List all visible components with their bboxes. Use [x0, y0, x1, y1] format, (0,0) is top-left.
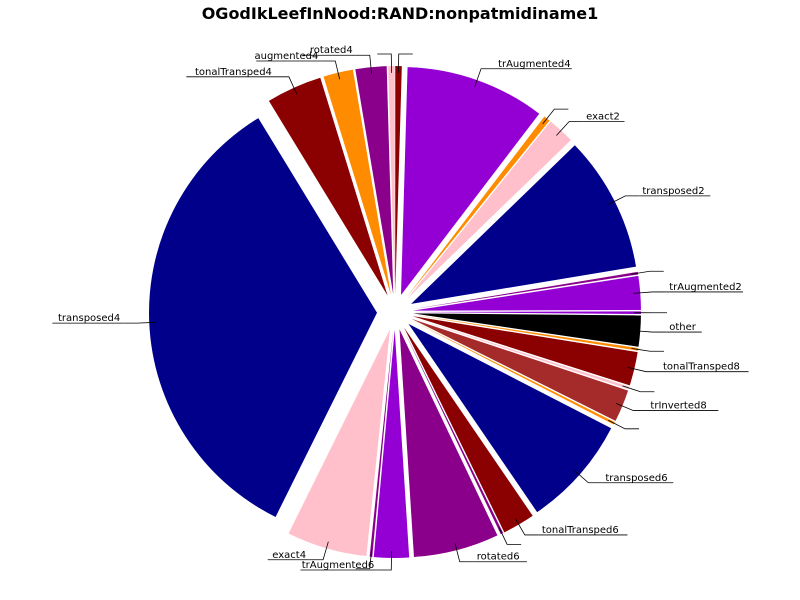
- pie-slice-6: [369, 329, 394, 557]
- leader-line-tonalTransped6: [515, 518, 539, 536]
- pie-slice-transposed2: [411, 145, 637, 304]
- slice-label-other: other: [669, 322, 697, 333]
- slice-label-trAugmented4: trAugmented4: [498, 59, 571, 70]
- leader-line-augmented4: [321, 60, 341, 80]
- pie-slice-14: [412, 317, 630, 390]
- leader-line-trAugmented4: [474, 68, 496, 87]
- leader-line-rotated4: [355, 54, 372, 75]
- slice-label-transposed2: transposed2: [642, 186, 704, 197]
- pie-slice-rotated6: [399, 329, 498, 557]
- leader-line-25: [398, 53, 413, 73]
- slice-label-tonalTransped8: tonalTransped8: [663, 362, 740, 373]
- slice-label-trInverted8: trInverted8: [650, 401, 706, 412]
- slice-label-transposed6: transposed6: [605, 473, 667, 484]
- pie-slice-trAugmented6: [373, 329, 410, 558]
- leader-line-transposed6: [573, 470, 603, 484]
- leader-line-0: [377, 53, 392, 73]
- pie-slice-tonalTransped6: [404, 327, 533, 533]
- pie-slice-18: [412, 311, 641, 315]
- leader-line-14: [622, 385, 655, 393]
- pie-slice-exact4: [288, 329, 390, 557]
- slice-label-exact4: exact4: [272, 550, 306, 561]
- pie-slice-25: [395, 66, 402, 295]
- leader-line-transposed4: [123, 321, 157, 324]
- leader-line-23: [542, 108, 569, 125]
- pie-slice-23: [406, 116, 550, 298]
- leader-line-tonalTransped4: [274, 76, 298, 95]
- leader-line-12: [608, 419, 640, 430]
- slice-label-tonalTransped4: tonalTransped4: [195, 67, 272, 78]
- slice-label-transposed4: transposed4: [58, 313, 120, 324]
- pie-slice-tonalTransped8: [412, 316, 638, 386]
- pie-slice-16: [412, 314, 639, 351]
- pie-slice-transposed4: [149, 118, 378, 517]
- leader-line-6: [355, 549, 372, 570]
- slice-label-rotated4: rotated4: [310, 45, 353, 56]
- leader-line-trInverted8: [615, 402, 648, 411]
- leader-line-trAugmented2: [633, 291, 667, 294]
- leader-line-trAugmented6: [377, 551, 392, 571]
- leader-line-transposed2: [608, 195, 640, 205]
- pie-slice-rotated4: [355, 66, 394, 295]
- pie-slice-9: [402, 328, 504, 535]
- pie-slice-20: [412, 271, 639, 310]
- chart-title: OGodIkLeefInNood:RAND:nonpatmidiname1: [202, 4, 599, 23]
- leader-line-16: [631, 347, 664, 352]
- label-leader-lines: [52, 53, 749, 571]
- slice-label-augmented4: augmented4: [254, 51, 318, 62]
- slice-label-trAugmented2: trAugmented2: [669, 282, 742, 293]
- leader-line-tonalTransped8: [627, 366, 661, 373]
- pie-slice-trAugmented2: [412, 275, 641, 311]
- pie-slice-exact2: [407, 121, 571, 299]
- pie-slice-tonalTransped4: [268, 77, 388, 296]
- leader-line-rotated6: [454, 543, 474, 563]
- pie-slice-0: [388, 66, 395, 295]
- slice-label-trAugmented6: trAugmented6: [302, 560, 375, 571]
- pie-slice-augmented4: [323, 69, 391, 295]
- pie-slice-trAugmented4: [401, 67, 540, 296]
- leader-line-other: [633, 330, 667, 333]
- slice-label-exact2: exact2: [586, 112, 620, 123]
- pie-slices: [149, 66, 641, 558]
- slice-label-tonalTransped6: tonalTransped6: [542, 525, 619, 536]
- leader-line-exact4: [309, 541, 329, 561]
- pie-slice-trInverted8: [411, 318, 629, 421]
- leader-line-exact2: [556, 121, 584, 136]
- leader-line-9: [498, 527, 522, 545]
- leader-line-20: [631, 270, 664, 275]
- pie-slice-12: [411, 320, 615, 425]
- slice-label-rotated6: rotated6: [477, 552, 520, 563]
- pie-slice-transposed6: [408, 323, 612, 513]
- pie-slice-other: [412, 313, 641, 347]
